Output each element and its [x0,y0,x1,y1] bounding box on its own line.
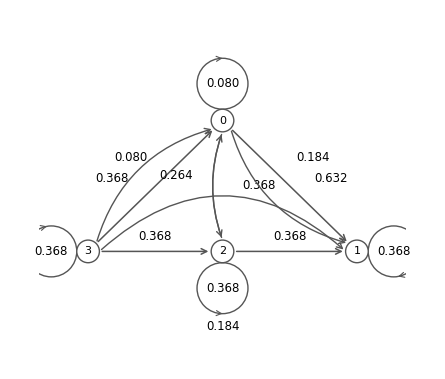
Text: 0.368: 0.368 [206,282,239,295]
Text: 0.184: 0.184 [296,151,329,164]
Text: 0.368: 0.368 [377,245,410,258]
Circle shape [211,240,234,263]
Text: 0.080: 0.080 [114,151,147,164]
Text: 2: 2 [219,246,226,257]
Text: 0.368: 0.368 [35,245,68,258]
Text: 1: 1 [353,246,360,257]
Text: 0.632: 0.632 [315,172,348,185]
Circle shape [77,240,99,263]
Text: 0.368: 0.368 [95,172,129,185]
Circle shape [346,240,368,263]
Text: 0: 0 [219,116,226,125]
Text: 3: 3 [85,246,92,257]
Text: 0.264: 0.264 [159,169,192,182]
Text: 0.368: 0.368 [138,230,172,243]
Text: 0.080: 0.080 [206,77,239,90]
Circle shape [211,109,234,132]
Text: 0.368: 0.368 [273,230,307,243]
Text: 0.184: 0.184 [206,320,239,334]
Text: 0.368: 0.368 [242,180,275,193]
